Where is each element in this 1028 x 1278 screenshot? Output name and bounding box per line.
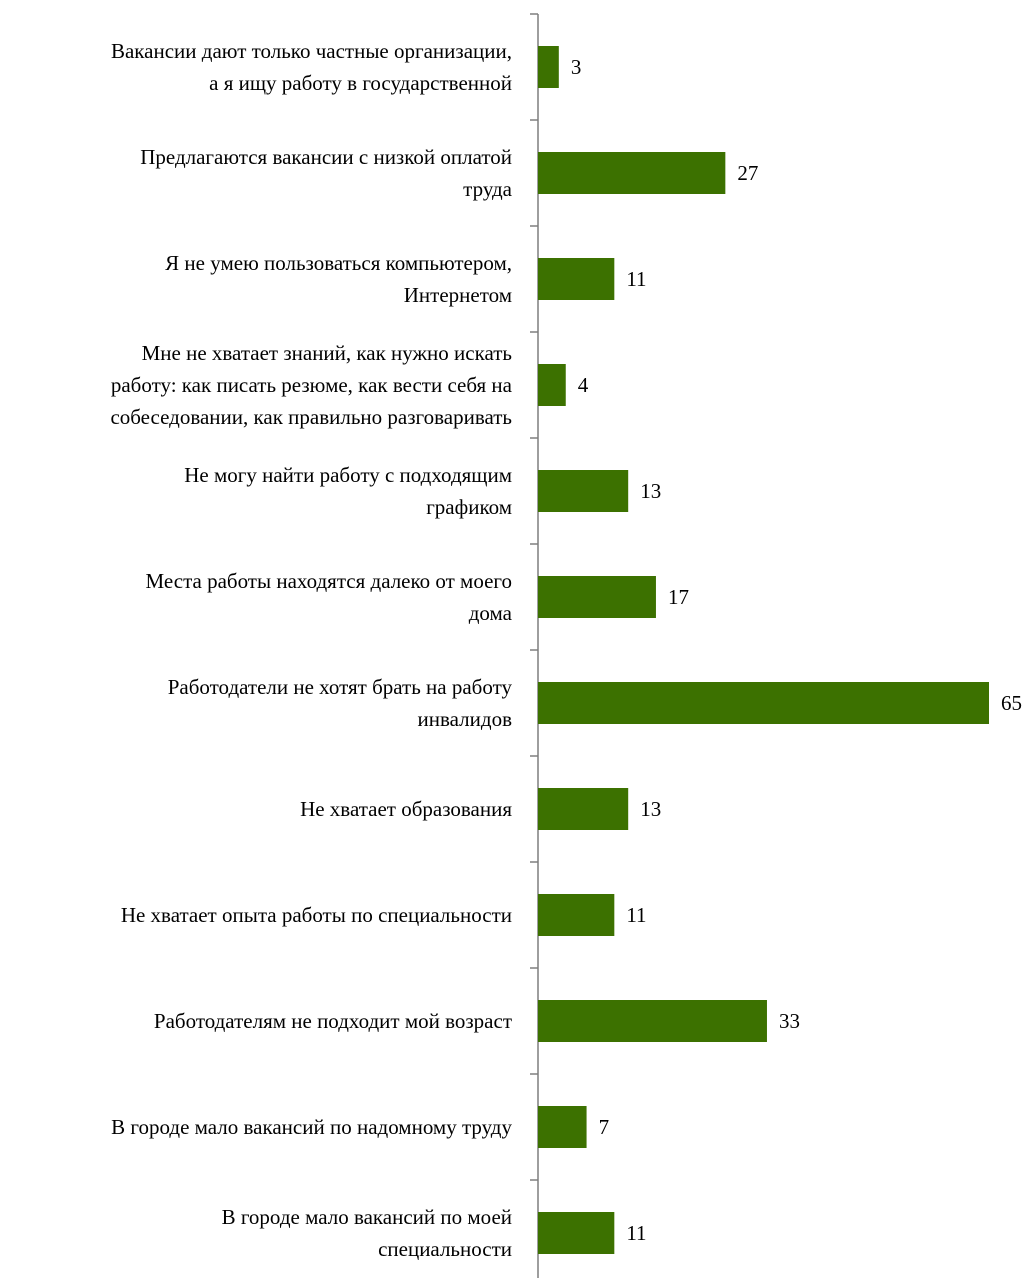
category-label: Я не умею пользоваться компьютером, Интер… — [0, 247, 512, 311]
bar-value-label: 27 — [737, 161, 759, 185]
category-label-line: Мне не хватает знаний, как нужно искать — [141, 341, 512, 365]
bar-value-label: 11 — [626, 903, 647, 927]
category-label-line: Не хватает образования — [300, 797, 512, 821]
category-label-line: Я не умею пользоваться компьютером, — [165, 251, 512, 275]
category-label-line: Работодатели не хотят брать на работу — [167, 675, 512, 699]
bar-value-label: 33 — [778, 1009, 800, 1033]
category-label: Не хватает опыта работы по специальности — [0, 899, 512, 931]
bar — [538, 364, 566, 406]
category-label-line: специальности — [378, 1237, 512, 1261]
bar-value-label: 11 — [626, 267, 647, 291]
category-label-line: Не хватает опыта работы по специальности — [120, 903, 512, 927]
category-label: В городе мало вакансий по моей специально… — [0, 1201, 512, 1265]
bar — [538, 470, 629, 512]
category-label: Места работы находятся далеко от моего до… — [0, 565, 512, 629]
bar — [538, 1106, 587, 1148]
category-label-line: Предлагаются вакансии с низкой оплатой — [140, 145, 512, 169]
category-label-line: инвалидов — [417, 707, 512, 731]
bar-value-label: 13 — [640, 797, 662, 821]
category-label-line: В городе мало вакансий по моей — [221, 1205, 512, 1229]
category-label-line: Вакансии дают только частные организации… — [110, 39, 512, 63]
category-label-line: графиком — [426, 495, 512, 519]
category-label: Вакансии дают только частные организации… — [0, 35, 512, 99]
category-label-line: работу: как писать резюме, как вести себ… — [110, 373, 512, 397]
category-label: Не могу найти работу с подходящим графико… — [0, 459, 512, 523]
category-label: Мне не хватает знаний, как нужно искать р… — [0, 337, 512, 433]
category-label-line: дома — [468, 601, 512, 625]
category-label-line: Места работы находятся далеко от моего — [145, 569, 512, 593]
bar — [538, 788, 629, 830]
category-label-line: Работодателям не подходит мой возраст — [153, 1009, 512, 1033]
category-label-line: труда — [463, 177, 512, 201]
bar-value-label: 13 — [640, 479, 662, 503]
category-label: Предлагаются вакансии с низкой оплатой тр… — [0, 141, 512, 205]
category-label-line: собеседовании, как правильно разговарива… — [110, 405, 512, 429]
bar — [538, 1212, 615, 1254]
bar — [538, 576, 656, 618]
bar-value-label: 3 — [570, 55, 582, 79]
bar — [538, 682, 989, 724]
category-label: Не хватает образования — [0, 793, 512, 825]
category-label-line: В городе мало вакансий по надомному труд… — [111, 1115, 512, 1139]
bar — [538, 1000, 767, 1042]
bar — [538, 152, 726, 194]
bar-value-label: 11 — [626, 1221, 647, 1245]
bar — [538, 894, 615, 936]
category-label: Работодателям не подходит мой возраст — [0, 1005, 512, 1037]
bar-value-label: 65 — [1001, 691, 1022, 715]
bar-value-label: 4 — [577, 373, 589, 397]
category-label-line: Интернетом — [403, 283, 512, 307]
bar — [538, 46, 559, 88]
category-label-line: а я ищу работу в государственной — [209, 71, 512, 95]
bar — [538, 258, 615, 300]
category-label: Работодатели не хотят брать на работу инв… — [0, 671, 512, 735]
category-label-line: Не могу найти работу с подходящим — [184, 463, 512, 487]
bar-value-label: 7 — [598, 1115, 610, 1139]
bar-value-label: 17 — [667, 585, 689, 609]
category-label: В городе мало вакансий по надомному труд… — [0, 1111, 512, 1143]
